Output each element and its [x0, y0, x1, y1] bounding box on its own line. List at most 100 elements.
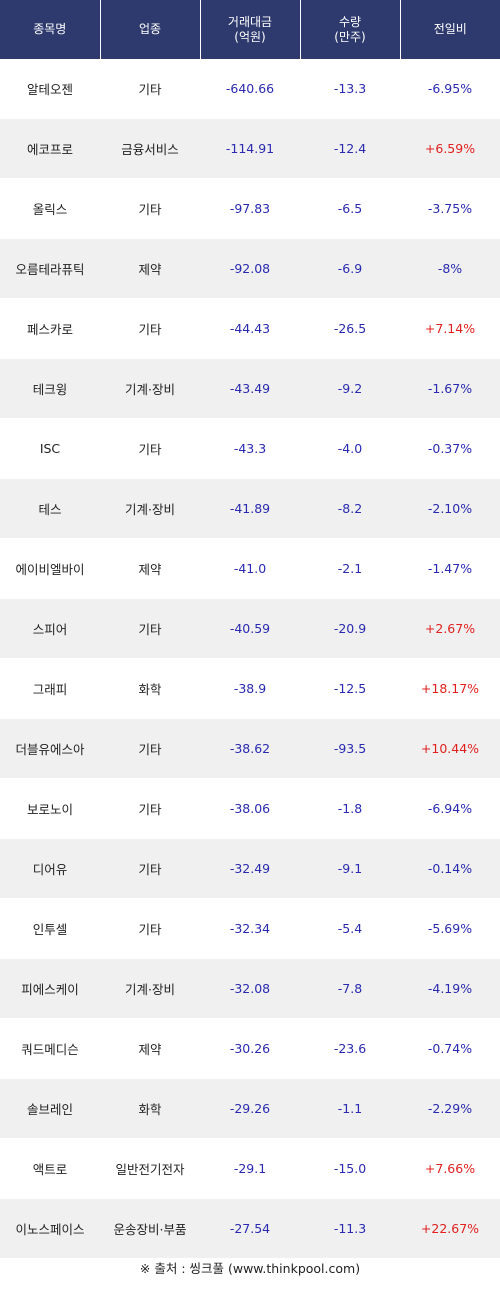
table-row: 보로노이 기타 -38.06 -1.8 -6.94%: [0, 778, 500, 839]
cell-name: 액트로: [0, 1138, 100, 1199]
header-qty-label: 수량 (만주): [334, 14, 366, 44]
table-row: 그래피 화학 -38.9 -12.5 +18.17%: [0, 658, 500, 719]
header-row: 종목명 업종 거래대금 (억원) 수량 (만주) 전일비: [0, 0, 500, 59]
cell-amount: -38.06: [200, 778, 300, 839]
cell-amount: -38.62: [200, 718, 300, 779]
cell-change: +7.66%: [400, 1138, 500, 1199]
cell-change: +7.14%: [400, 298, 500, 359]
cell-change: -5.69%: [400, 898, 500, 959]
table-body: 알테오젠 기타 -640.66 -13.3 -6.95% 에코프로 금융서비스 -114.91…: [0, 59, 500, 1259]
cell-qty: -20.9: [300, 598, 400, 659]
cell-change: -0.14%: [400, 838, 500, 899]
cell-name: 보로노이: [0, 778, 100, 839]
cell-qty: -12.5: [300, 658, 400, 719]
cell-amount: -32.49: [200, 838, 300, 899]
cell-sector: 화학: [100, 658, 200, 719]
cell-qty: -23.6: [300, 1018, 400, 1079]
cell-change: +6.59%: [400, 118, 500, 179]
cell-name: 스피어: [0, 598, 100, 659]
cell-amount: -114.91: [200, 118, 300, 179]
cell-name: 인투셀: [0, 898, 100, 959]
table-row: 쿼드메디슨 제약 -30.26 -23.6 -0.74%: [0, 1018, 500, 1079]
header-change-label: 전일비: [433, 22, 467, 36]
cell-qty: -6.9: [300, 238, 400, 299]
cell-name: 에이비엘바이: [0, 538, 100, 599]
cell-change: -0.37%: [400, 418, 500, 479]
cell-qty: -9.2: [300, 358, 400, 419]
table-row: 에코프로 금융서비스 -114.91 -12.4 +6.59%: [0, 118, 500, 179]
cell-amount: -29.26: [200, 1078, 300, 1139]
cell-qty: -5.4: [300, 898, 400, 959]
cell-change: -1.47%: [400, 538, 500, 599]
cell-name: 그래피: [0, 658, 100, 719]
cell-sector: 기타: [100, 898, 200, 959]
header-qty: 수량 (만주): [300, 0, 401, 59]
cell-qty: -9.1: [300, 838, 400, 899]
cell-change: -2.29%: [400, 1078, 500, 1139]
cell-qty: -1.1: [300, 1078, 400, 1139]
cell-change: -1.67%: [400, 358, 500, 419]
cell-sector: 기계·장비: [100, 958, 200, 1019]
header-amount-label: 거래대금 (억원): [227, 14, 273, 44]
table-row: 액트로 일반전기전자 -29.1 -15.0 +7.66%: [0, 1138, 500, 1199]
cell-amount: -32.08: [200, 958, 300, 1019]
table-row: 오름테라퓨틱 제약 -92.08 -6.9 -8%: [0, 238, 500, 299]
cell-amount: -640.66: [200, 59, 300, 119]
cell-amount: -44.43: [200, 298, 300, 359]
cell-amount: -97.83: [200, 178, 300, 239]
header-name-label: 종목명: [33, 22, 67, 36]
cell-name: 솔브레인: [0, 1078, 100, 1139]
cell-change: +22.67%: [400, 1198, 500, 1259]
cell-qty: -11.3: [300, 1198, 400, 1259]
cell-sector: 기타: [100, 778, 200, 839]
cell-name: ISC: [0, 418, 100, 479]
cell-amount: -43.3: [200, 418, 300, 479]
cell-sector: 기계·장비: [100, 358, 200, 419]
cell-change: -3.75%: [400, 178, 500, 239]
table-row: 스피어 기타 -40.59 -20.9 +2.67%: [0, 598, 500, 659]
cell-name: 쿼드메디슨: [0, 1018, 100, 1079]
cell-sector: 제약: [100, 538, 200, 599]
cell-change: -6.95%: [400, 59, 500, 119]
table-row: 디어유 기타 -32.49 -9.1 -0.14%: [0, 838, 500, 899]
header-amount: 거래대금 (억원): [200, 0, 301, 59]
cell-change: +10.44%: [400, 718, 500, 779]
cell-amount: -30.26: [200, 1018, 300, 1079]
table-row: 더블유에스아 기타 -38.62 -93.5 +10.44%: [0, 718, 500, 779]
cell-amount: -41.89: [200, 478, 300, 539]
cell-qty: -6.5: [300, 178, 400, 239]
table-row: 알테오젠 기타 -640.66 -13.3 -6.95%: [0, 59, 500, 119]
cell-amount: -43.49: [200, 358, 300, 419]
cell-name: 올릭스: [0, 178, 100, 239]
cell-qty: -15.0: [300, 1138, 400, 1199]
cell-amount: -38.9: [200, 658, 300, 719]
cell-sector: 기타: [100, 298, 200, 359]
cell-name: 에코프로: [0, 118, 100, 179]
table-row: 테크윙 기계·장비 -43.49 -9.2 -1.67%: [0, 358, 500, 419]
cell-name: 오름테라퓨틱: [0, 238, 100, 299]
source-text: ※ 출처 : 씽크풀 (www.thinkpool.com): [139, 1261, 361, 1276]
header-name: 종목명: [0, 0, 101, 59]
cell-qty: -2.1: [300, 538, 400, 599]
cell-change: -4.19%: [400, 958, 500, 1019]
source-note: ※ 출처 : 씽크풀 (www.thinkpool.com): [0, 1254, 500, 1284]
cell-sector: 제약: [100, 238, 200, 299]
cell-sector: 제약: [100, 1018, 200, 1079]
cell-change: -0.74%: [400, 1018, 500, 1079]
cell-name: 더블유에스아: [0, 718, 100, 779]
table-row: 에이비엘바이 제약 -41.0 -2.1 -1.47%: [0, 538, 500, 599]
cell-sector: 기타: [100, 59, 200, 119]
table-row: 이노스페이스 운송장비·부품 -27.54 -11.3 +22.67%: [0, 1198, 500, 1259]
cell-sector: 기계·장비: [100, 478, 200, 539]
cell-amount: -40.59: [200, 598, 300, 659]
cell-sector: 운송장비·부품: [100, 1198, 200, 1259]
cell-change: -8%: [400, 238, 500, 299]
table-row: 페스카로 기타 -44.43 -26.5 +7.14%: [0, 298, 500, 359]
header-sector-label: 업종: [138, 22, 162, 36]
cell-qty: -93.5: [300, 718, 400, 779]
cell-sector: 금융서비스: [100, 118, 200, 179]
cell-amount: -27.54: [200, 1198, 300, 1259]
cell-name: 알테오젠: [0, 59, 100, 119]
cell-name: 테스: [0, 478, 100, 539]
cell-change: -6.94%: [400, 778, 500, 839]
